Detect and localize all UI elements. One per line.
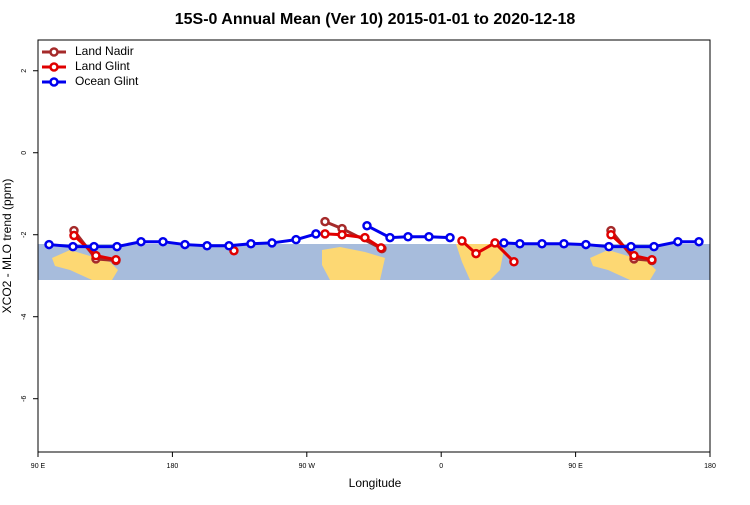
data-point bbox=[445, 232, 455, 243]
legend-marker bbox=[49, 62, 59, 72]
data-point bbox=[490, 238, 500, 248]
data-point bbox=[604, 241, 614, 252]
data-point bbox=[320, 216, 330, 227]
data-point bbox=[180, 239, 190, 250]
data-point bbox=[626, 241, 636, 252]
data-point bbox=[694, 236, 704, 247]
y-tick-label: -2 bbox=[21, 232, 28, 238]
data-point bbox=[457, 236, 467, 246]
y-tick-label: -6 bbox=[21, 395, 28, 401]
data-point bbox=[360, 232, 370, 243]
legend-label: Land Nadir bbox=[75, 44, 134, 58]
data-point bbox=[320, 229, 330, 239]
x-axis-label: Longitude bbox=[349, 476, 402, 490]
data-point bbox=[91, 250, 101, 261]
data-point bbox=[537, 238, 547, 249]
data-point bbox=[311, 229, 321, 239]
x-tick-label: 180 bbox=[704, 463, 716, 470]
data-point bbox=[291, 234, 301, 245]
x-tick-label: 0 bbox=[439, 463, 443, 470]
data-point bbox=[246, 238, 256, 249]
data-point bbox=[629, 250, 639, 261]
data-point bbox=[424, 232, 434, 242]
x-tick-label: 90 E bbox=[568, 463, 583, 470]
data-point bbox=[136, 236, 146, 247]
legend-marker bbox=[49, 47, 59, 57]
x-tick-label: 180 bbox=[167, 463, 179, 470]
chart-title: 15S-0 Annual Mean (Ver 10) 2015-01-01 to… bbox=[175, 11, 576, 28]
legend-label: Ocean Glint bbox=[75, 74, 139, 88]
data-point bbox=[69, 230, 79, 241]
data-point bbox=[581, 239, 591, 250]
data-point bbox=[68, 241, 78, 252]
legend-label: Land Glint bbox=[75, 59, 130, 73]
data-point bbox=[647, 254, 657, 265]
data-point bbox=[337, 229, 347, 240]
data-point bbox=[267, 238, 277, 248]
data-point bbox=[224, 241, 234, 251]
x-tick-label: 90 W bbox=[299, 463, 316, 470]
x-tick-label: 90 E bbox=[31, 463, 46, 470]
data-point bbox=[559, 238, 569, 249]
y-tick-label: 0 bbox=[21, 151, 28, 155]
data-point bbox=[89, 241, 99, 252]
data-point bbox=[202, 241, 212, 251]
data-point bbox=[158, 236, 168, 247]
data-point bbox=[403, 232, 413, 242]
y-tick-label: 2 bbox=[21, 69, 28, 73]
y-tick-label: -4 bbox=[21, 314, 28, 320]
data-point bbox=[111, 254, 121, 265]
data-point bbox=[471, 248, 481, 259]
plot-frame bbox=[37, 39, 711, 453]
data-point bbox=[385, 232, 395, 243]
legend-marker bbox=[49, 77, 59, 87]
data-point bbox=[649, 241, 659, 252]
data-point bbox=[112, 241, 122, 252]
data-point bbox=[673, 236, 683, 247]
data-point bbox=[499, 238, 509, 248]
data-point bbox=[362, 220, 372, 231]
data-point bbox=[44, 239, 54, 250]
data-point bbox=[606, 229, 616, 240]
data-point bbox=[376, 243, 386, 253]
data-point bbox=[509, 257, 519, 267]
y-axis-label: XCO2 - MLO trend (ppm) bbox=[0, 179, 14, 314]
map-background bbox=[38, 244, 710, 280]
data-point bbox=[515, 238, 525, 249]
